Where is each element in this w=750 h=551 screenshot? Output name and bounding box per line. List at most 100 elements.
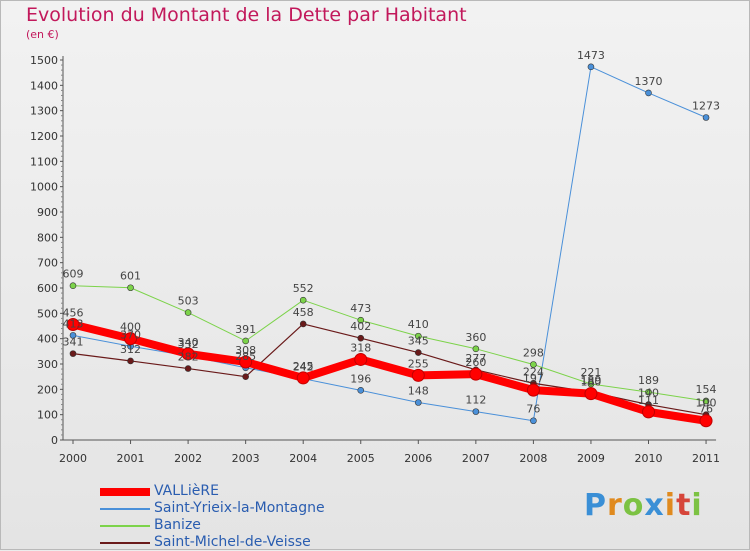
series-point-2	[702, 397, 710, 405]
data-label-0: 180	[580, 376, 601, 389]
chart-subtitle: (en €)	[26, 28, 59, 41]
data-label-0: 260	[465, 356, 486, 369]
data-label-3: 345	[408, 335, 429, 348]
data-label-1: 1273	[692, 100, 720, 113]
series-point-1	[587, 63, 595, 71]
x-tick-label: 2010	[635, 452, 663, 465]
data-label-3: 312	[120, 343, 141, 356]
data-label-1: 148	[408, 385, 429, 398]
series-point-0	[181, 347, 195, 361]
series-point-3	[127, 357, 134, 365]
data-label-1: 332	[178, 338, 199, 351]
series-line-2	[72, 285, 707, 402]
legend-label-saint-yrieix: Saint-Yrieix-la-Montagne	[154, 500, 325, 516]
series-point-0	[469, 367, 483, 381]
series-point-2	[414, 332, 422, 340]
data-label-1: 370	[120, 328, 141, 341]
data-label-0: 111	[638, 394, 659, 407]
logo-letter: i	[691, 488, 703, 523]
logo-letter: t	[676, 488, 692, 523]
data-label-0: 255	[408, 357, 429, 370]
logo-letter: i	[664, 488, 677, 523]
logo-letter: P	[584, 488, 607, 523]
series-point-3	[299, 320, 307, 328]
data-label-0: 340	[178, 336, 199, 349]
series-point-2	[357, 316, 365, 324]
legend-swatch-banize	[100, 525, 150, 527]
x-tick-label: 2001	[117, 452, 145, 465]
series-point-2	[69, 282, 77, 290]
legend-label-saint-michel: Saint-Michel-de-Veisse	[154, 534, 311, 550]
y-tick-label: 700	[37, 257, 58, 270]
series-point-3	[184, 365, 192, 372]
data-label-2: 221	[580, 366, 601, 379]
y-tick-label: 1500	[30, 54, 58, 67]
series-point-1	[645, 89, 652, 97]
series-point-0	[526, 383, 540, 397]
data-label-2: 473	[350, 302, 371, 315]
data-label-2: 410	[408, 318, 429, 331]
data-label-1: 112	[465, 394, 486, 407]
data-label-3: 341	[63, 336, 84, 349]
data-label-3: 277	[465, 352, 486, 365]
data-label-0: 318	[350, 341, 371, 354]
y-tick-label: 800	[37, 231, 58, 244]
series-point-3	[357, 334, 365, 342]
series-point-2	[242, 337, 249, 345]
series-point-0	[699, 414, 713, 428]
x-tick-label: 2008	[519, 452, 547, 465]
series-point-1	[69, 332, 77, 339]
legend-label-banize: Banize	[154, 517, 201, 533]
series-point-2	[299, 296, 307, 304]
x-tick-label: 2002	[174, 452, 202, 465]
data-label-2: 391	[235, 323, 256, 336]
series-point-3	[69, 350, 77, 357]
series-point-2	[587, 380, 595, 388]
y-tick-label: 600	[37, 282, 58, 295]
data-label-3: 458	[293, 306, 314, 319]
logo-letter: r	[607, 488, 623, 523]
y-tick-label: 900	[37, 206, 58, 219]
x-tick-label: 2009	[577, 452, 605, 465]
legend-swatch-saint-yrieix	[100, 508, 150, 510]
x-tick-label: 2007	[462, 452, 490, 465]
data-label-3: 402	[350, 320, 371, 333]
series-point-3	[242, 373, 249, 380]
data-label-0: 456	[63, 306, 84, 319]
data-label-2: 552	[293, 282, 314, 295]
series-point-1	[702, 114, 710, 121]
data-label-2: 360	[465, 331, 486, 344]
data-label-2: 298	[523, 347, 544, 360]
data-label-0: 197	[523, 372, 544, 385]
data-label-2: 601	[120, 270, 141, 283]
series-point-0	[642, 405, 655, 419]
y-tick-label: 1100	[30, 155, 58, 168]
chart-title: Evolution du Montant de la Dette par Hab…	[26, 4, 467, 26]
data-label-1: 413	[63, 317, 84, 330]
data-label-1: 1473	[577, 49, 605, 62]
series-point-1	[414, 399, 422, 406]
data-label-1: 285	[235, 350, 256, 363]
data-label-0: 400	[120, 321, 141, 334]
series-point-0	[66, 317, 80, 331]
series-point-1	[472, 408, 480, 415]
data-label-3: 189	[580, 374, 601, 387]
logo-letter: x	[644, 488, 665, 523]
data-label-1: 242	[293, 361, 314, 374]
x-tick-label: 2005	[347, 452, 375, 465]
series-point-0	[239, 355, 253, 369]
y-tick-label: 200	[37, 383, 58, 396]
data-label-3: 140	[638, 387, 659, 400]
series-point-1	[357, 387, 365, 394]
data-label-3: 100	[696, 397, 717, 410]
data-label-0: 245	[293, 360, 314, 373]
data-label-3: 224	[523, 365, 544, 378]
x-tick-label: 2004	[289, 452, 317, 465]
series-point-0	[584, 387, 598, 401]
proxiti-logo: Proxiti	[584, 488, 703, 523]
x-tick-label: 2000	[59, 452, 87, 465]
series-point-0	[296, 371, 310, 385]
y-tick-label: 1300	[30, 105, 58, 118]
